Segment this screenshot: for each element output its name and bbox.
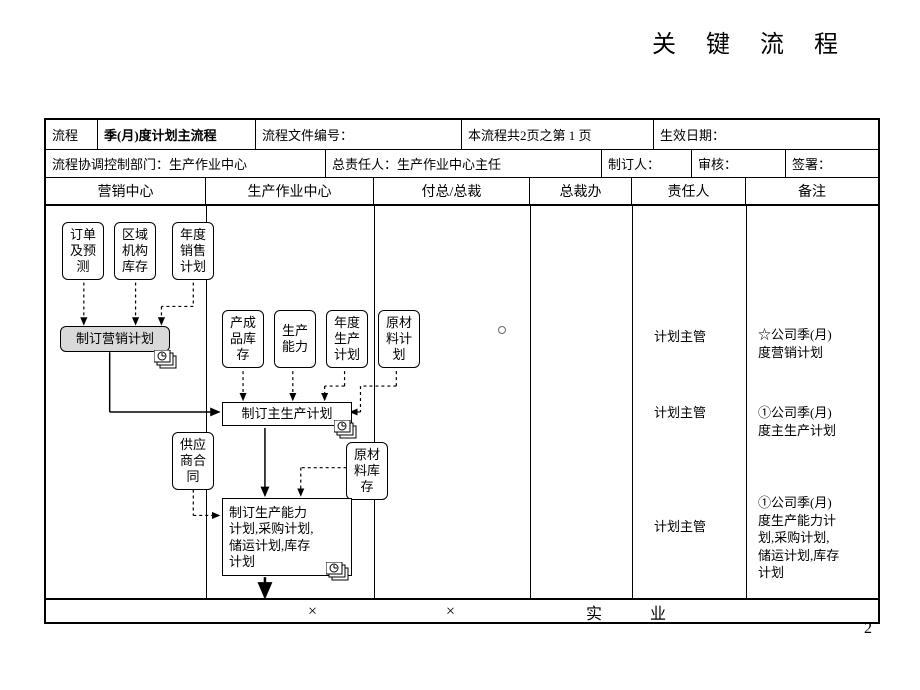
col-vp: 付总/总裁 bbox=[374, 178, 530, 204]
r2-c2: 总责任人：生产作业中心主任 bbox=[326, 150, 602, 177]
footer-row: × × 实业 bbox=[46, 598, 878, 624]
r1-c4-label: 本流程共2页之第 1 页 bbox=[462, 120, 654, 149]
page-title: 关 键 流 程 bbox=[652, 24, 850, 59]
r2-c1: 流程协调控制部门：生产作业中心 bbox=[46, 150, 326, 177]
footer-x2: × bbox=[446, 603, 455, 621]
responsible-3: 计划主管 bbox=[654, 518, 706, 536]
r2-c3: 制订人： bbox=[602, 150, 692, 177]
node-make-marketing: 制订营销计划 bbox=[60, 326, 170, 352]
header-row-3: 营销中心 生产作业中心 付总/总裁 总裁办 责任人 备注 bbox=[46, 178, 878, 206]
document-stack-icon bbox=[154, 350, 180, 370]
diagram-frame: 流程 季(月)度计划主流程 流程文件编号： 本流程共2页之第 1 页 生效日期：… bbox=[44, 118, 880, 624]
document-stack-icon-2 bbox=[334, 420, 360, 440]
header-row-1: 流程 季(月)度计划主流程 流程文件编号： 本流程共2页之第 1 页 生效日期： bbox=[46, 120, 878, 150]
col-notes: 备注 bbox=[746, 178, 878, 204]
lane-divider-3 bbox=[530, 206, 531, 598]
node-supplier-contract: 供应 商合 同 bbox=[172, 432, 214, 490]
node-region-stock: 区域 机构 库存 bbox=[114, 222, 156, 280]
node-make-master: 制订主生产计划 bbox=[222, 402, 352, 426]
footer-x1: × bbox=[308, 603, 317, 621]
node-annual-prod: 年度 生产 计划 bbox=[326, 310, 368, 368]
col-marketing: 营销中心 bbox=[46, 178, 206, 204]
node-material-plan: 原材 料计 划 bbox=[378, 310, 420, 368]
node-annual-sales: 年度 销售 计划 bbox=[172, 222, 214, 280]
responsible-2: 计划主管 bbox=[654, 404, 706, 422]
r2-c5: 签署： bbox=[786, 150, 878, 177]
lane-divider-2 bbox=[374, 206, 375, 598]
note-2: ①公司季(月) 度主生产计划 bbox=[758, 404, 876, 439]
r1-c1-label: 流程 bbox=[46, 120, 98, 149]
r1-c3-label: 流程文件编号： bbox=[256, 120, 462, 149]
r1-c2-value: 季(月)度计划主流程 bbox=[98, 120, 256, 149]
node-finished-stock: 产成 品库 存 bbox=[222, 310, 264, 368]
document-stack-icon-3 bbox=[326, 562, 352, 582]
col-office: 总裁办 bbox=[530, 178, 632, 204]
lane-divider-5 bbox=[746, 206, 747, 598]
node-prod-capacity: 生产 能力 bbox=[274, 310, 316, 368]
connector-layer bbox=[46, 206, 878, 598]
col-responsible: 责任人 bbox=[632, 178, 746, 204]
r2-c4: 审核： bbox=[692, 150, 786, 177]
page-number: 2 bbox=[864, 620, 872, 638]
node-material-stock: 原材 料库 存 bbox=[346, 442, 388, 500]
note-3: ①公司季(月) 度生产能力计 划,采购计划, 储运计划,库存 计划 bbox=[758, 494, 876, 582]
swimlane-body: 订单 及预 测 区域 机构 库存 年度 销售 计划 制订营销计划 产成 品库 存… bbox=[46, 206, 878, 598]
lane-divider-4 bbox=[632, 206, 633, 598]
r1-c5-label: 生效日期： bbox=[654, 120, 878, 149]
node-order-forecast: 订单 及预 测 bbox=[62, 222, 104, 280]
note-1: ☆公司季(月) 度营销计划 bbox=[758, 326, 876, 361]
header-row-2: 流程协调控制部门：生产作业中心 总责任人：生产作业中心主任 制订人： 审核： 签… bbox=[46, 150, 878, 178]
responsible-1: 计划主管 bbox=[654, 328, 706, 346]
footer-text: 实业 bbox=[586, 600, 714, 624]
marker-circle bbox=[498, 326, 506, 334]
col-production: 生产作业中心 bbox=[206, 178, 374, 204]
